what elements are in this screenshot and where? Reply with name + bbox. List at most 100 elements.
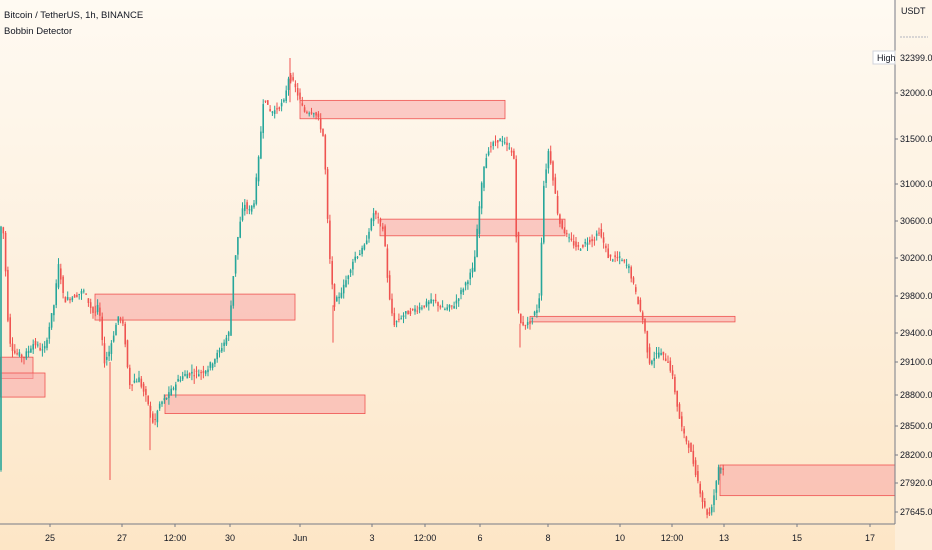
candle-body xyxy=(487,151,490,156)
candle-body xyxy=(165,398,168,400)
candle xyxy=(232,276,235,309)
candle xyxy=(131,384,133,392)
candle-body xyxy=(538,298,540,309)
candle-body xyxy=(720,468,722,470)
candle-body xyxy=(476,228,478,257)
candle-body xyxy=(16,353,18,355)
candle-body xyxy=(110,343,113,354)
time-tick-label: 27 xyxy=(117,533,127,543)
candle xyxy=(501,135,504,147)
candle-body xyxy=(186,373,189,379)
candle-body xyxy=(292,77,294,81)
candle xyxy=(644,318,646,334)
price-tick-label: 29400.00 xyxy=(900,328,932,338)
candle-body xyxy=(526,322,529,326)
candle-body xyxy=(494,141,497,143)
candle-body xyxy=(501,140,504,142)
indicator-label: Bobbin Detector xyxy=(4,26,73,37)
candle xyxy=(614,251,616,263)
candle-body xyxy=(575,241,577,248)
candle xyxy=(618,251,621,265)
candle xyxy=(692,444,695,467)
supply-zone-8 xyxy=(719,464,896,497)
candle-body xyxy=(223,342,225,346)
candle-body xyxy=(623,259,626,262)
candle xyxy=(717,464,720,485)
candle xyxy=(411,308,414,312)
candle xyxy=(255,173,258,206)
candle xyxy=(418,302,421,314)
candle-body xyxy=(713,495,715,506)
candle xyxy=(589,236,591,245)
candle xyxy=(186,370,189,379)
candle xyxy=(554,173,557,195)
candle-body xyxy=(303,107,306,112)
candle-body xyxy=(524,324,527,326)
candle-body xyxy=(593,239,596,241)
candle-body xyxy=(319,119,322,130)
candle xyxy=(87,298,90,307)
candle-body xyxy=(706,509,708,515)
candle xyxy=(175,381,177,398)
candle-body xyxy=(568,237,570,239)
candle xyxy=(446,304,448,311)
candle-body xyxy=(60,268,62,280)
candle-body xyxy=(664,358,667,361)
candle xyxy=(453,301,455,309)
candle xyxy=(179,376,182,383)
candle xyxy=(720,467,722,474)
candle-body xyxy=(69,298,71,301)
candle xyxy=(317,111,320,121)
candle-body xyxy=(437,302,439,306)
candle xyxy=(20,353,23,363)
candle xyxy=(181,371,184,382)
candle-body xyxy=(204,370,207,374)
candle-body xyxy=(154,419,156,421)
candle xyxy=(437,301,439,312)
candle xyxy=(559,213,561,228)
time-tick-label: 12:00 xyxy=(414,533,437,543)
candle-body xyxy=(635,287,637,292)
candle-body xyxy=(480,182,483,209)
candle xyxy=(540,237,543,301)
candle-body xyxy=(630,267,632,279)
candle xyxy=(347,274,350,285)
candle xyxy=(306,110,308,114)
candle xyxy=(27,345,30,358)
candle-body xyxy=(273,110,276,114)
candle-body xyxy=(586,242,589,245)
candle xyxy=(313,112,315,118)
candle-body xyxy=(430,299,432,304)
candle xyxy=(533,310,536,317)
candle xyxy=(76,292,78,298)
candle xyxy=(386,244,389,283)
candle xyxy=(480,181,483,215)
currency-label: USDT xyxy=(901,6,926,16)
candle-body xyxy=(175,384,177,391)
candle xyxy=(108,345,110,362)
high-badge-label: High xyxy=(877,53,896,63)
candle xyxy=(163,394,166,404)
candle xyxy=(94,305,97,317)
candle xyxy=(579,248,582,251)
candle xyxy=(713,489,715,513)
candle xyxy=(119,316,122,324)
candle xyxy=(492,140,494,150)
candle xyxy=(570,232,573,242)
candle-body xyxy=(73,295,76,298)
candle-body xyxy=(225,337,228,345)
candle xyxy=(9,313,11,348)
candle xyxy=(598,227,600,237)
candle xyxy=(294,80,297,93)
candle-body xyxy=(678,404,681,419)
candle-body xyxy=(294,83,297,88)
candle-body xyxy=(492,142,494,146)
candle-body xyxy=(543,185,545,243)
candle-body xyxy=(324,135,327,170)
candle xyxy=(257,155,260,186)
candle xyxy=(379,217,382,227)
candle xyxy=(409,307,412,317)
candle-body xyxy=(326,169,329,219)
